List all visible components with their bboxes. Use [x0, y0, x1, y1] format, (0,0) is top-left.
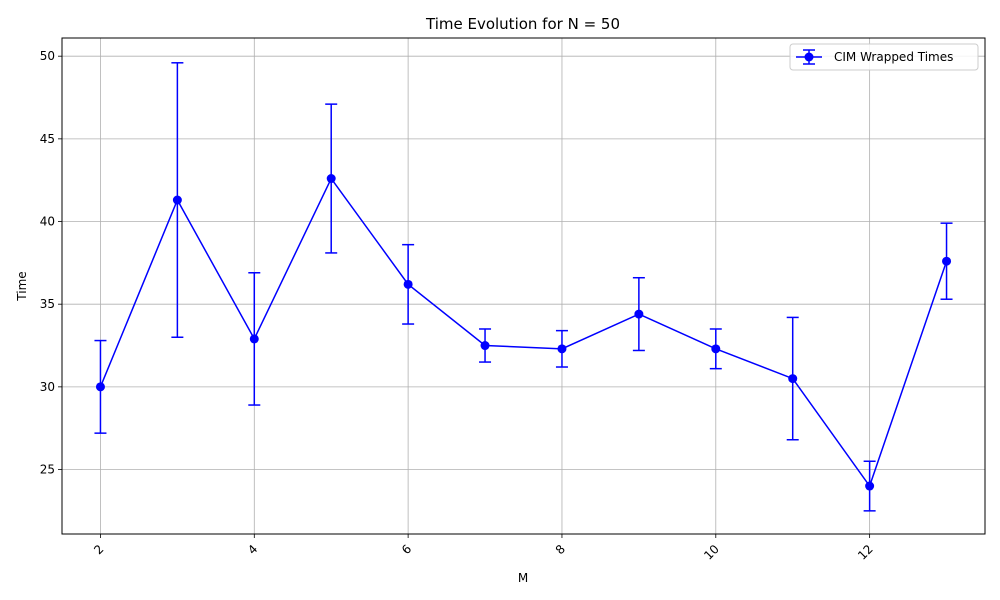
- data-point: [634, 309, 644, 319]
- y-tick-label: 35: [40, 297, 55, 311]
- y-tick-label: 45: [40, 132, 55, 146]
- x-axis-label: M: [518, 571, 528, 585]
- data-point: [942, 256, 952, 266]
- legend-label: CIM Wrapped Times: [834, 50, 953, 64]
- data-point: [711, 344, 721, 354]
- data-point: [326, 174, 336, 184]
- data-point: [480, 341, 490, 351]
- x-tick-label: 10: [701, 542, 722, 563]
- data-point: [557, 344, 567, 354]
- y-tick-label: 25: [40, 463, 55, 477]
- axes: 2 4 6 8 10 12 25 30 35 40 45 50: [40, 37, 986, 563]
- x-tick-label: 12: [855, 542, 876, 563]
- x-tick-label: 8: [553, 542, 568, 557]
- data-point: [95, 382, 105, 392]
- data-series: [94, 62, 953, 512]
- y-tick-label: 40: [40, 215, 55, 229]
- data-point: [249, 334, 259, 344]
- chart-title: Time Evolution for N = 50: [425, 15, 620, 33]
- x-tick-label: 6: [399, 542, 414, 557]
- legend-marker-swatch: [804, 52, 814, 62]
- data-point: [865, 481, 875, 491]
- y-tick-label: 30: [40, 380, 55, 394]
- legend-box: [789, 43, 979, 71]
- series-line: [99, 177, 948, 488]
- data-point: [172, 195, 182, 205]
- data-point: [403, 279, 413, 289]
- plot-frame: [61, 37, 986, 535]
- y-axis-label: Time: [15, 271, 29, 301]
- x-tick-label: 2: [91, 542, 106, 557]
- x-tick-label: 4: [245, 542, 260, 557]
- grid-lines: [62, 38, 985, 534]
- data-point: [788, 374, 798, 384]
- y-tick-label: 50: [40, 49, 55, 63]
- legend: CIM Wrapped Times: [789, 43, 979, 71]
